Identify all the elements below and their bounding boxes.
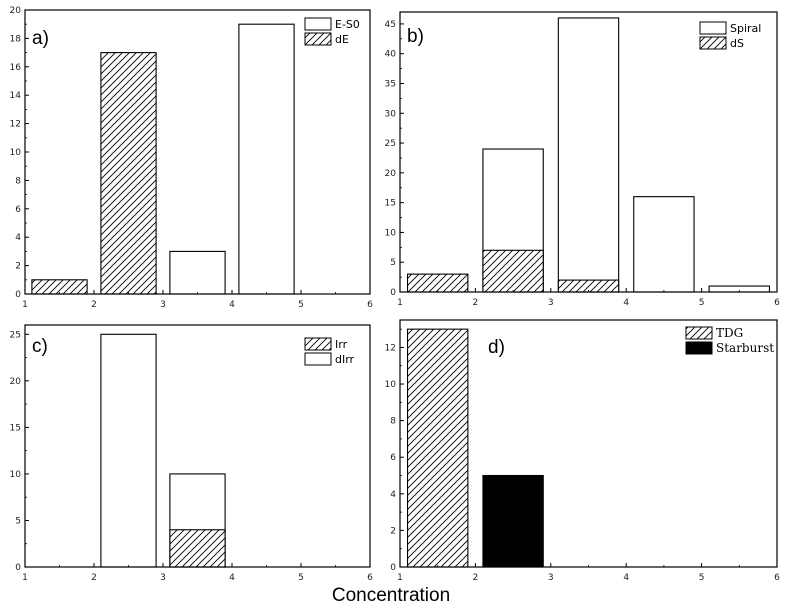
y-tick-label-a-9: 18 bbox=[10, 34, 22, 44]
x-tick-label-a-2: 3 bbox=[160, 300, 166, 310]
bar-d-tdg-0 bbox=[406, 328, 469, 568]
panel-label-b: b) bbox=[407, 26, 424, 47]
y-tick-label-b-0: 0 bbox=[390, 288, 396, 298]
y-tick-label-c-1: 5 bbox=[15, 516, 21, 526]
y-tick-label-d-6: 12 bbox=[385, 343, 396, 353]
legend-swatch-b-0 bbox=[699, 21, 727, 35]
y-tick-label-b-9: 45 bbox=[385, 20, 396, 30]
x-tick-label-a-0: 1 bbox=[22, 300, 28, 310]
y-tick-label-b-5: 25 bbox=[385, 139, 396, 149]
legend-swatch-c-1 bbox=[304, 352, 332, 366]
y-tick-label-b-4: 20 bbox=[385, 169, 397, 179]
legend-label-d-0: TDG bbox=[716, 326, 743, 340]
y-tick-label-a-2: 4 bbox=[15, 233, 21, 243]
y-tick-label-a-6: 12 bbox=[10, 120, 21, 130]
x-tick-label-d-1: 2 bbox=[473, 573, 479, 583]
bar-b-ds-1 bbox=[482, 249, 544, 293]
x-tick-label-b-5: 6 bbox=[774, 298, 780, 308]
x-tick-label-b-2: 3 bbox=[548, 298, 554, 308]
bar-a-e-s0-0 bbox=[169, 250, 226, 295]
y-tick-label-c-5: 25 bbox=[10, 330, 21, 340]
x-tick-label-a-4: 5 bbox=[298, 300, 304, 310]
y-tick-label-a-5: 10 bbox=[10, 148, 22, 158]
x-tick-label-b-4: 5 bbox=[699, 298, 705, 308]
bar-c-irr-0 bbox=[169, 529, 226, 568]
legend-swatch-d-0 bbox=[685, 326, 713, 340]
y-tick-label-b-6: 30 bbox=[385, 109, 397, 119]
y-tick-label-a-8: 16 bbox=[10, 63, 22, 73]
x-tick-label-c-3: 4 bbox=[229, 573, 235, 583]
y-tick-label-b-8: 40 bbox=[385, 50, 397, 60]
bar-b-spiral-1 bbox=[557, 17, 620, 293]
legend-label-a-0: E-S0 bbox=[335, 18, 360, 31]
x-tick-label-c-2: 3 bbox=[160, 573, 166, 583]
legend-label-a-1: dE bbox=[335, 33, 349, 46]
legend-label-b-0: Spiral bbox=[730, 22, 761, 35]
x-tick-label-b-0: 1 bbox=[397, 298, 403, 308]
y-tick-label-b-1: 5 bbox=[390, 258, 396, 268]
y-tick-label-a-0: 0 bbox=[15, 290, 21, 300]
x-tick-label-a-1: 2 bbox=[91, 300, 97, 310]
y-tick-label-a-7: 14 bbox=[10, 91, 22, 101]
legend-label-c-1: dIrr bbox=[335, 353, 355, 366]
x-tick-label-d-3: 4 bbox=[623, 573, 629, 583]
x-tick-label-d-5: 6 bbox=[774, 573, 780, 583]
x-tick-label-b-1: 2 bbox=[473, 298, 479, 308]
x-tick-label-a-5: 6 bbox=[367, 300, 373, 310]
y-tick-label-b-7: 35 bbox=[385, 79, 396, 89]
x-tick-label-c-4: 5 bbox=[298, 573, 304, 583]
x-tick-label-c-1: 2 bbox=[91, 573, 97, 583]
y-tick-label-d-1: 2 bbox=[390, 526, 396, 536]
y-tick-label-a-4: 8 bbox=[15, 176, 21, 186]
panel-c: 1 2 3 4 5 6 0 5 10 15 20 25 c) Irr dIrr bbox=[10, 324, 373, 583]
legend-swatch-a-1 bbox=[304, 32, 332, 46]
x-tick-label-d-4: 5 bbox=[699, 573, 705, 583]
x-tick-label-c-0: 1 bbox=[22, 573, 28, 583]
panel-label-d: d) bbox=[488, 337, 505, 358]
x-axis-label: Concentration bbox=[332, 585, 450, 606]
legend-label-c-0: Irr bbox=[335, 338, 348, 351]
y-tick-label-a-10: 20 bbox=[10, 6, 22, 16]
bar-a-de-1 bbox=[100, 52, 157, 295]
x-tick-label-d-2: 3 bbox=[548, 573, 554, 583]
y-tick-label-d-5: 10 bbox=[385, 380, 397, 390]
x-tick-label-c-5: 6 bbox=[367, 573, 373, 583]
y-tick-label-a-3: 6 bbox=[15, 205, 21, 215]
y-tick-label-d-3: 6 bbox=[390, 453, 396, 463]
x-tick-label-b-3: 4 bbox=[623, 298, 629, 308]
x-tick-label-a-3: 4 bbox=[229, 300, 235, 310]
y-tick-label-a-1: 2 bbox=[15, 262, 21, 272]
legend-swatch-c-0 bbox=[304, 337, 332, 351]
panel-label-c: c) bbox=[32, 336, 48, 357]
y-tick-label-c-3: 15 bbox=[10, 423, 21, 433]
bar-a-e-s0-1 bbox=[238, 23, 295, 295]
y-tick-label-c-4: 20 bbox=[10, 377, 22, 387]
panel-label-a: a) bbox=[32, 28, 49, 49]
bar-a-de-0 bbox=[31, 279, 88, 295]
y-tick-label-c-2: 10 bbox=[10, 470, 22, 480]
bar-b-ds-0 bbox=[406, 273, 469, 293]
legend-label-b-1: dS bbox=[730, 37, 744, 50]
bar-b-spiral-2 bbox=[633, 196, 695, 293]
bar-c-dirr-0 bbox=[100, 333, 157, 568]
y-tick-label-b-3: 15 bbox=[385, 199, 396, 209]
legend-swatch-d-1 bbox=[685, 341, 713, 355]
bar-d-starburst-0 bbox=[482, 474, 544, 568]
legend-label-d-1: Starburst bbox=[716, 341, 774, 355]
legend-swatch-a-0 bbox=[304, 17, 332, 31]
y-tick-label-d-4: 8 bbox=[390, 417, 396, 427]
y-tick-label-d-2: 4 bbox=[390, 490, 396, 500]
y-tick-label-c-0: 0 bbox=[15, 563, 21, 573]
y-tick-label-b-2: 10 bbox=[385, 228, 397, 238]
legend-swatch-b-1 bbox=[699, 36, 727, 50]
x-tick-label-d-0: 1 bbox=[397, 573, 403, 583]
y-tick-label-d-0: 0 bbox=[390, 563, 396, 573]
